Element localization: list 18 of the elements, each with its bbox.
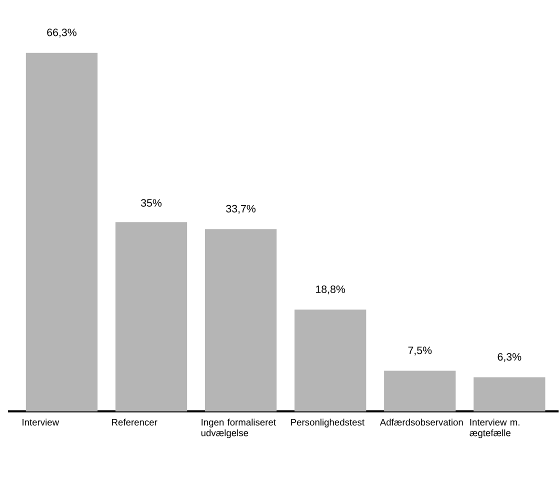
- bar: [204, 229, 277, 412]
- bar: [384, 370, 456, 412]
- bar: [474, 377, 546, 412]
- x-tick-label: Personlighedstest: [291, 418, 364, 428]
- x-tick-label: Ingen formaliseret udvælgelse: [201, 418, 276, 438]
- data-label: 66,3%: [47, 28, 76, 38]
- x-tick-label: Adfærdsobservation: [380, 418, 463, 426]
- bar: [115, 222, 188, 412]
- x-tick-label: Referencer: [112, 418, 158, 426]
- data-label: 18,8%: [316, 285, 346, 294]
- bar: [26, 52, 98, 412]
- bar: [294, 310, 366, 412]
- data-label: 7,5%: [408, 346, 432, 356]
- data-label: 33,7%: [226, 204, 256, 214]
- data-label: 6,3%: [498, 353, 522, 362]
- x-tick-label: Interview: [22, 418, 60, 426]
- data-label: 35%: [140, 199, 162, 207]
- x-tick-label: Interview m. ægtefælle: [470, 418, 520, 438]
